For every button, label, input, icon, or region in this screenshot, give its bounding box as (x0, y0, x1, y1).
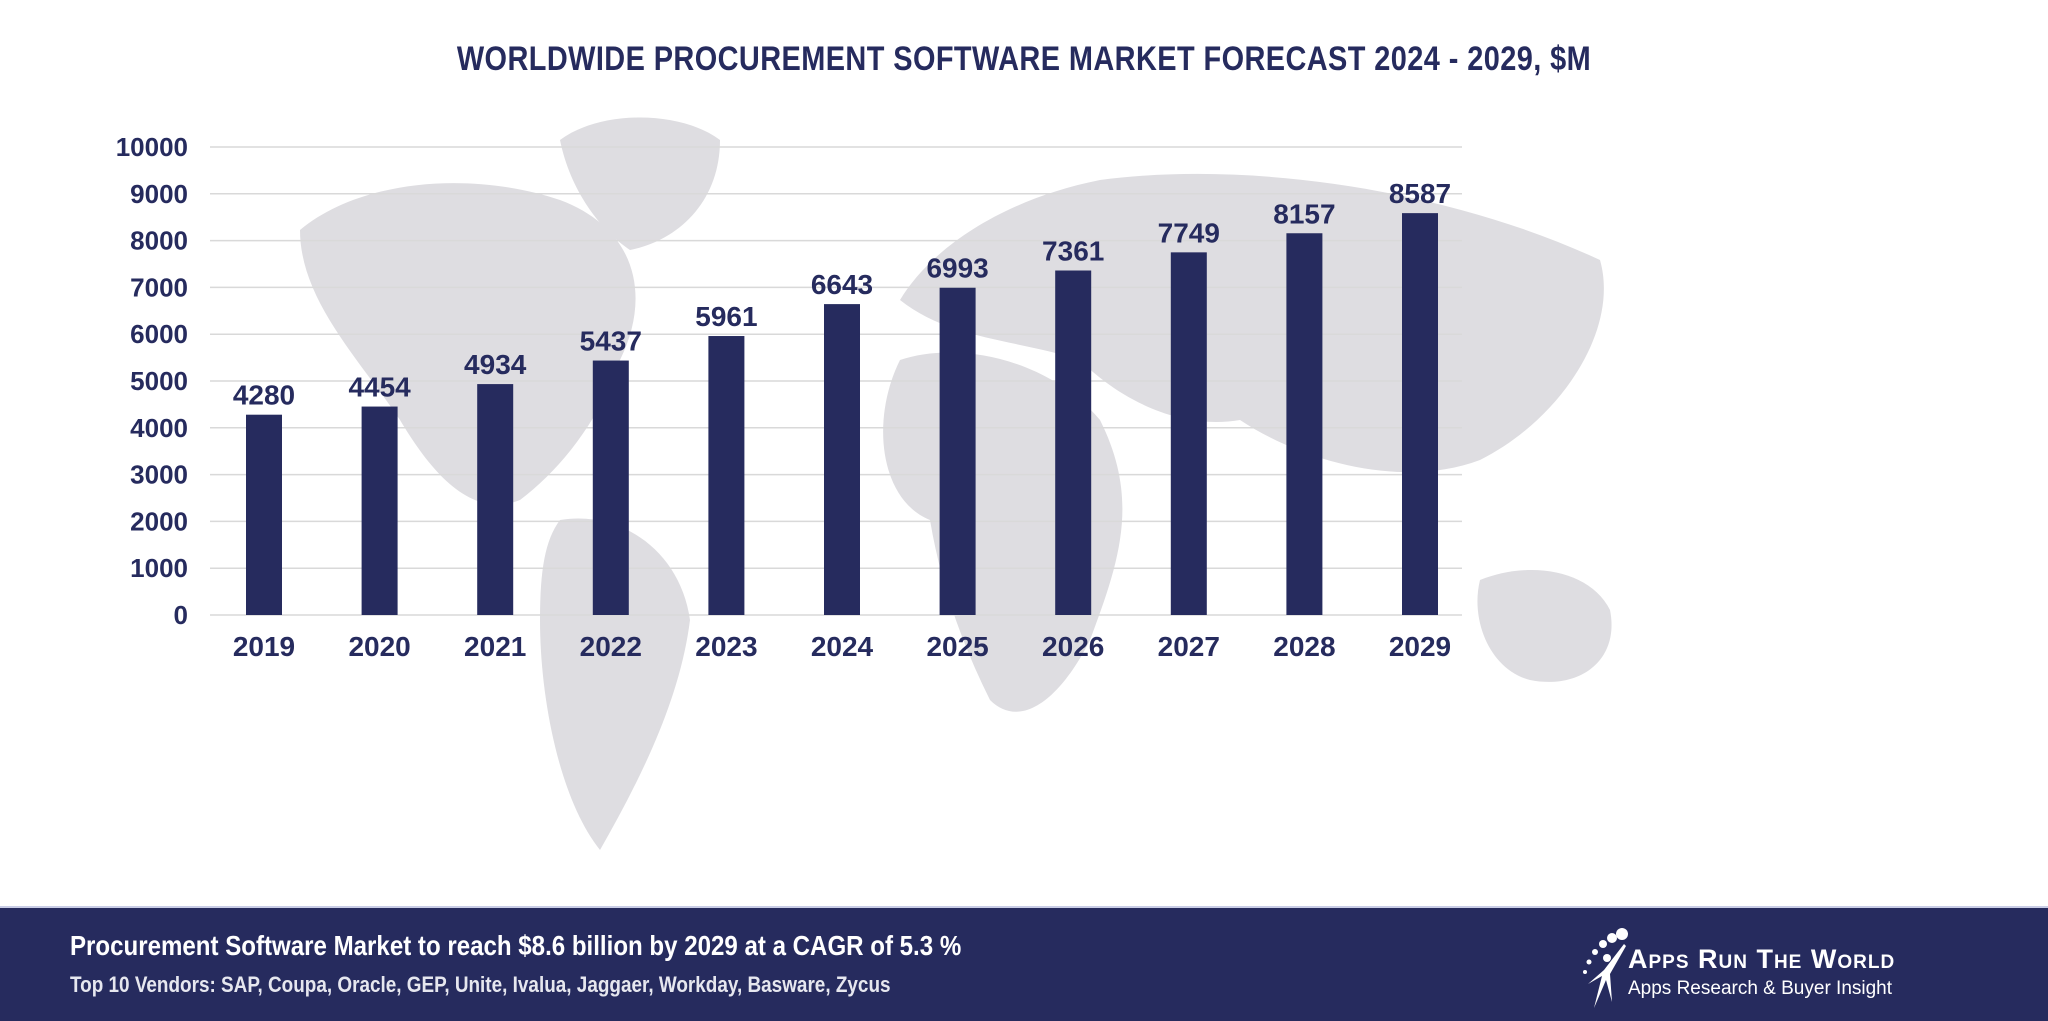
y-tick-label: 2000 (130, 506, 188, 536)
y-tick-label: 3000 (130, 460, 188, 490)
y-tick-label: 8000 (130, 226, 188, 256)
logo: Apps Run The World Apps Research & Buyer… (1580, 922, 1980, 1012)
footer-banner: Procurement Software Market to reach $8.… (0, 906, 2048, 1021)
data-label: 4280 (233, 380, 295, 411)
data-label: 8157 (1273, 198, 1335, 229)
y-tick-label: 5000 (130, 366, 188, 396)
bar-2023 (708, 336, 745, 615)
data-label: 4454 (348, 372, 411, 403)
data-label: 7361 (1042, 236, 1104, 267)
logo-tagline: Apps Research & Buyer Insight (1628, 978, 1893, 999)
bar-2019 (246, 414, 282, 615)
x-tick-label: 2026 (1042, 631, 1104, 662)
bar-2021 (477, 384, 514, 615)
x-tick-label: 2025 (926, 631, 988, 662)
data-label: 5437 (580, 326, 642, 357)
logo-figure-icon (1583, 928, 1628, 1008)
y-tick-label: 9000 (130, 179, 188, 209)
x-tick-label: 2022 (580, 631, 642, 662)
bar-2025 (939, 287, 976, 615)
y-tick-label: 6000 (130, 319, 188, 349)
bar-2029 (1402, 213, 1438, 615)
y-tick-label: 4000 (130, 413, 188, 443)
x-tick-label: 2024 (811, 631, 874, 662)
x-tick-label: 2028 (1273, 631, 1335, 662)
x-tick-label: 2029 (1389, 631, 1451, 662)
data-label: 8587 (1389, 178, 1451, 209)
bar-2027 (1170, 252, 1207, 615)
data-label: 6993 (926, 253, 988, 284)
data-label: 7749 (1158, 217, 1220, 248)
y-tick-label: 7000 (130, 272, 188, 302)
bar-2020 (361, 406, 398, 615)
data-label: 6643 (811, 269, 873, 300)
data-label: 5961 (695, 301, 757, 332)
bar-chart: 0 1000 2000 3000 4000 5000 6000 7000 8000 9000 100… (116, 117, 1612, 850)
x-tick-label: 2021 (464, 631, 526, 662)
chart-title: WORLDWIDE PROCUREMENT SOFTWARE MARKET FO… (456, 40, 1592, 78)
y-tick-label: 0 (174, 600, 188, 630)
x-tick-label: 2027 (1158, 631, 1220, 662)
data-label: 4934 (464, 349, 527, 380)
bar-2022 (592, 360, 629, 615)
x-tick-label: 2019 (233, 631, 295, 662)
footer-headline: Procurement Software Market to reach $8.… (70, 930, 962, 961)
bar-2028 (1286, 233, 1323, 616)
logo-name: Apps Run The World (1628, 944, 1896, 974)
y-tick-label: 10000 (116, 132, 188, 162)
x-tick-label: 2023 (695, 631, 757, 662)
footer-vendors: Top 10 Vendors: SAP, Coupa, Oracle, GEP,… (70, 972, 891, 997)
x-tick-label: 2020 (348, 631, 410, 662)
y-tick-label: 1000 (130, 553, 188, 583)
bar-2024 (824, 304, 860, 615)
bar-2026 (1055, 270, 1092, 615)
